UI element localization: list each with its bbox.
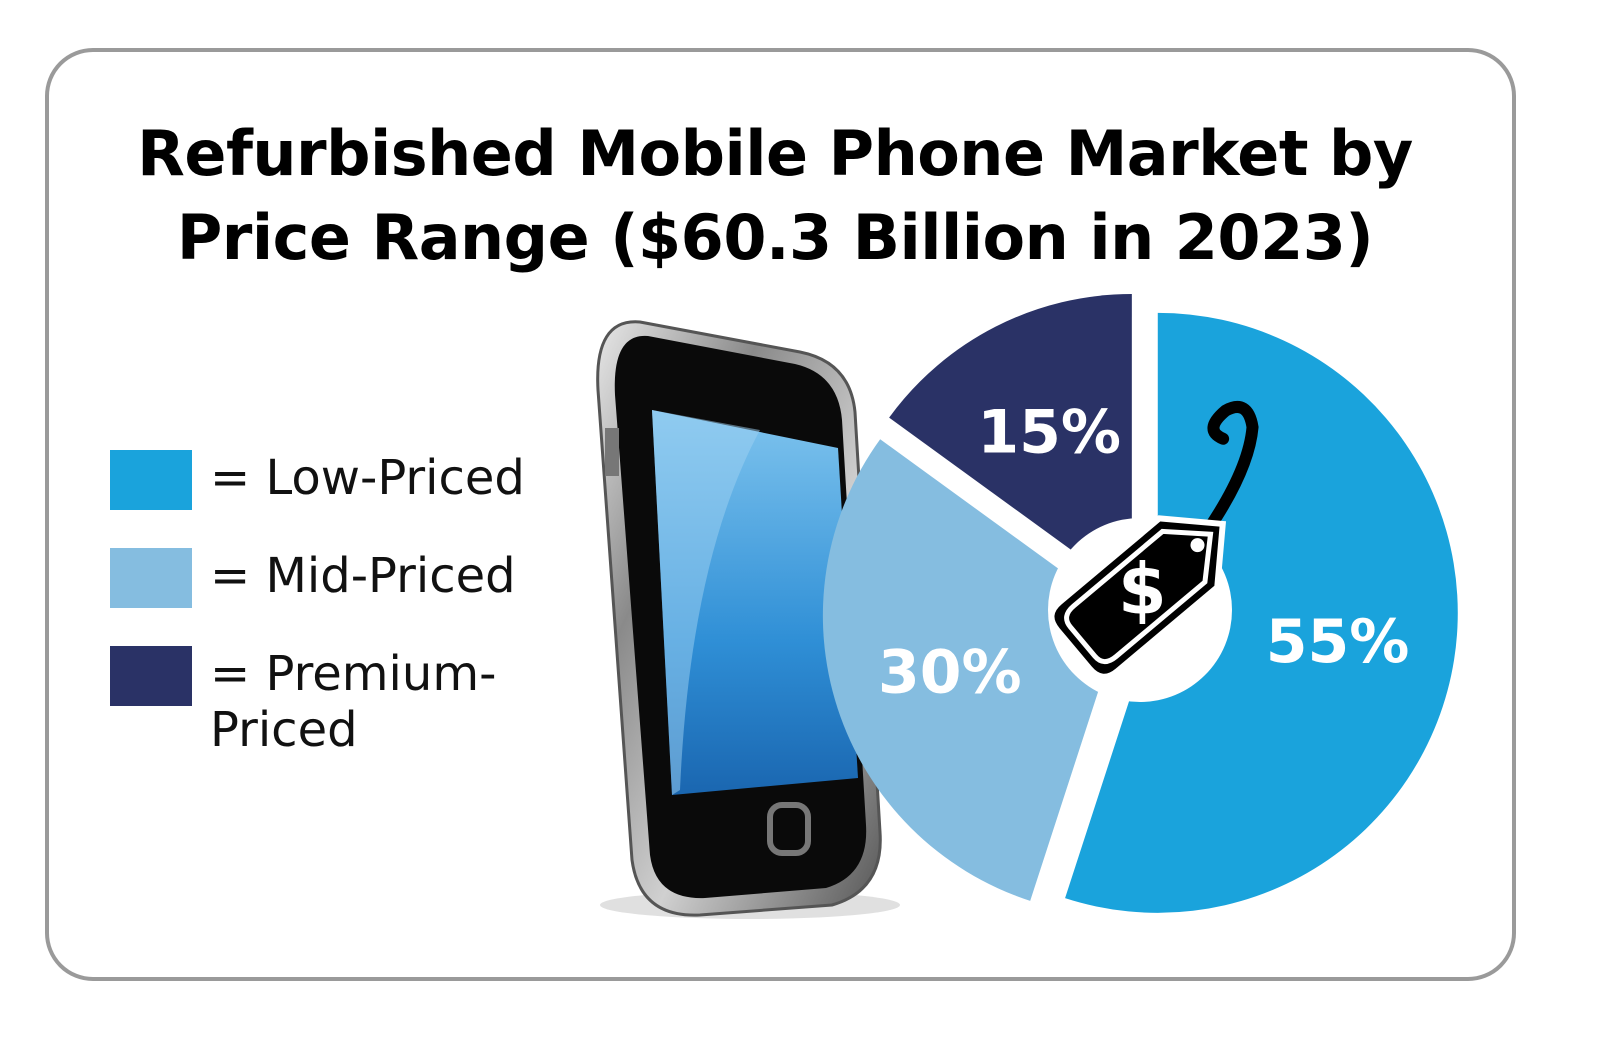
legend-prefix: = <box>210 646 251 702</box>
legend-item: = Low-Priced <box>110 450 570 510</box>
legend-swatch <box>110 646 192 706</box>
legend-text: Premium-Priced <box>210 646 497 758</box>
pie-slice <box>822 439 1123 901</box>
legend-prefix: = <box>210 450 251 506</box>
frame <box>45 48 1516 981</box>
svg-text:$: $ <box>1118 548 1167 630</box>
legend: = Low-Priced = Mid-Priced = Premium-Priced <box>110 450 570 796</box>
phone-illustration <box>596 320 900 919</box>
pie-slice <box>889 293 1132 594</box>
legend-swatch <box>110 548 192 608</box>
legend-label: = Low-Priced <box>210 450 540 506</box>
value-label: 15% <box>977 397 1121 467</box>
legend-item: = Premium-Priced <box>110 646 570 758</box>
legend-label: = Mid-Priced <box>210 548 540 604</box>
legend-text: Mid-Priced <box>265 548 516 604</box>
legend-prefix: = <box>210 548 251 604</box>
legend-item: = Mid-Priced <box>110 548 570 608</box>
legend-text: Low-Priced <box>265 450 525 506</box>
value-label: 55% <box>1266 607 1410 677</box>
legend-label: = Premium-Priced <box>210 646 540 758</box>
value-label: 30% <box>878 637 1022 707</box>
chart-title: Refurbished Mobile Phone Market by Price… <box>137 117 1413 274</box>
price-tag-icon: $ <box>1048 401 1259 680</box>
pie-slice <box>1065 312 1458 913</box>
legend-swatch <box>110 450 192 510</box>
